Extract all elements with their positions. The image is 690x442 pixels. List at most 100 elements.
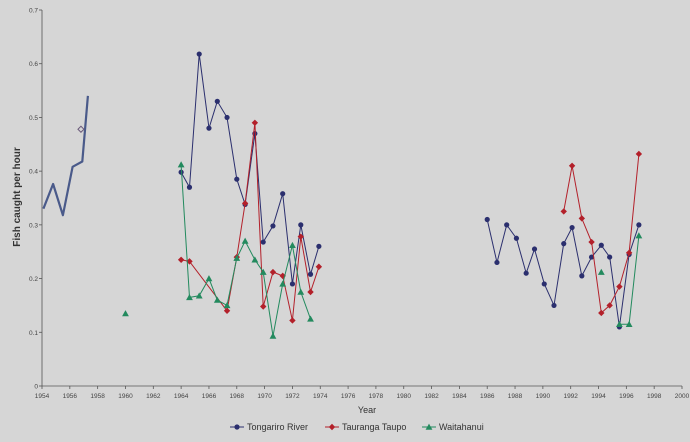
data-point <box>328 423 336 431</box>
data-point <box>259 268 267 275</box>
x-axis: 1954 1956 1958 1960 1962 1964 1966 1968 1970 1972… <box>35 385 690 400</box>
x-tick-label: 1990 <box>536 393 551 400</box>
y-tick-label: 0.1 <box>29 330 38 337</box>
data-point <box>606 302 613 309</box>
x-tick-label: 1958 <box>90 393 105 400</box>
x-tick-label: 1966 <box>202 393 217 400</box>
x-tick-label: 1954 <box>35 393 50 400</box>
data-point <box>223 307 231 314</box>
data-point <box>307 315 314 322</box>
data-point <box>298 222 304 228</box>
x-tick-label: 1978 <box>369 393 384 400</box>
legend-item: Waitahanui <box>422 422 484 432</box>
data-point <box>280 191 286 197</box>
x-tick-label: 1984 <box>452 393 467 400</box>
y-tick-label: 0.3 <box>29 222 38 229</box>
data-point <box>260 303 267 310</box>
data-point <box>289 241 296 248</box>
data-point <box>531 246 538 252</box>
data-point <box>269 332 277 339</box>
series-layer <box>42 51 643 339</box>
data-point <box>561 241 567 247</box>
x-tick-label: 1988 <box>508 393 523 400</box>
legend-item: Tongariro River <box>230 422 308 432</box>
data-point <box>241 200 249 207</box>
x-tick-label: 1972 <box>285 393 300 400</box>
data-point <box>560 208 567 215</box>
data-point <box>195 292 203 299</box>
data-point <box>315 263 323 270</box>
data-point <box>289 281 296 287</box>
data-point <box>578 215 586 222</box>
x-tick-label: 2000 <box>675 393 690 400</box>
x-tick-label: 1968 <box>230 393 245 400</box>
data-point <box>196 51 202 57</box>
data-point <box>205 275 213 282</box>
x-tick-label: 1998 <box>647 393 662 400</box>
x-tick-label: 1996 <box>619 393 634 400</box>
data-point <box>214 98 220 104</box>
data-point <box>513 235 520 241</box>
series-waitahanui <box>122 161 643 339</box>
data-point <box>251 119 259 126</box>
x-tick-label: 1970 <box>257 393 272 400</box>
data-point <box>177 256 185 263</box>
x-tick-label: 1986 <box>480 393 495 400</box>
data-point <box>615 320 623 327</box>
data-point <box>234 176 240 182</box>
legend-label: Tongariro River <box>247 422 308 432</box>
data-point <box>588 254 595 260</box>
y-tick-label: 0.7 <box>29 8 38 15</box>
data-point <box>297 288 305 295</box>
y-tick-label: 0.2 <box>29 276 38 283</box>
data-point <box>297 233 304 240</box>
data-point <box>635 150 643 158</box>
data-point <box>177 161 185 168</box>
y-axis: 0 0.1 0.2 0.3 0.4 0.5 0.6 0.7 <box>29 8 43 391</box>
data-point <box>494 259 500 266</box>
data-point <box>186 293 193 301</box>
data-point <box>636 222 642 228</box>
data-point <box>270 223 276 229</box>
data-point <box>541 281 547 287</box>
x-tick-label: 1956 <box>63 393 78 400</box>
data-point <box>504 222 510 228</box>
data-point <box>598 242 604 248</box>
data-point <box>597 268 605 275</box>
x-tick-label: 1992 <box>563 393 578 400</box>
x-axis-label: Year <box>358 405 376 415</box>
data-point <box>224 114 230 121</box>
data-point <box>307 271 314 277</box>
x-tick-label: 1974 <box>313 393 328 400</box>
data-point <box>551 302 557 309</box>
data-point <box>523 270 529 276</box>
data-point <box>635 232 643 239</box>
legend-label: Waitahanui <box>439 422 484 432</box>
data-point <box>607 254 613 260</box>
data-point <box>579 273 585 279</box>
x-tick-label: 1960 <box>118 393 133 400</box>
data-point <box>251 256 259 263</box>
legend-item: Tauranga Taupo <box>325 422 406 432</box>
data-point <box>625 320 633 327</box>
data-point <box>269 268 277 276</box>
data-point <box>233 254 241 261</box>
data-point <box>425 423 433 430</box>
data-point <box>241 237 249 244</box>
y-tick-label: 0.5 <box>29 115 38 122</box>
data-point <box>122 310 129 317</box>
series-line <box>180 53 320 284</box>
early-trace-line <box>42 95 89 217</box>
x-tick-label: 1964 <box>174 393 189 400</box>
data-point <box>588 238 595 246</box>
data-point <box>213 296 221 303</box>
y-tick-label: 0.6 <box>29 61 38 68</box>
data-point <box>484 216 490 223</box>
data-point <box>289 317 296 324</box>
early-marker <box>77 125 85 133</box>
data-point <box>616 283 623 290</box>
data-point <box>598 309 605 317</box>
data-point <box>206 125 212 131</box>
